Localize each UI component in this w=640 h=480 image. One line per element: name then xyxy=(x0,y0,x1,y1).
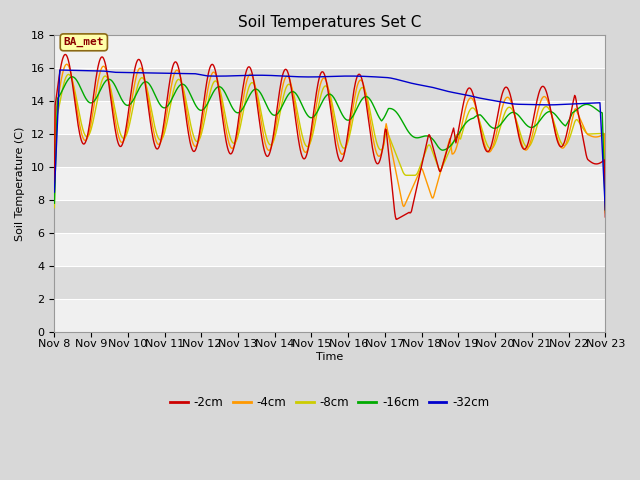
Bar xyxy=(54,299,605,332)
-32cm xyxy=(174,71,182,76)
-4cm xyxy=(174,68,182,73)
-4cm xyxy=(61,64,68,70)
Line: -2cm: -2cm xyxy=(54,54,605,219)
-4cm xyxy=(203,92,211,97)
-4cm xyxy=(602,197,609,203)
-32cm xyxy=(413,82,421,87)
-8cm xyxy=(203,105,211,111)
Legend: -2cm, -4cm, -8cm, -16cm, -32cm: -2cm, -4cm, -8cm, -16cm, -32cm xyxy=(166,391,494,413)
-32cm xyxy=(203,73,211,79)
-2cm xyxy=(118,143,125,148)
Line: -4cm: -4cm xyxy=(54,64,605,206)
-8cm xyxy=(65,72,72,77)
Y-axis label: Soil Temperature (C): Soil Temperature (C) xyxy=(15,126,25,240)
Bar xyxy=(54,68,605,101)
-2cm xyxy=(174,62,182,68)
-2cm xyxy=(61,52,68,58)
-32cm xyxy=(602,207,609,213)
Bar xyxy=(54,266,605,299)
-32cm xyxy=(51,189,58,195)
-2cm xyxy=(61,51,69,57)
-8cm xyxy=(174,77,182,83)
Bar xyxy=(54,101,605,134)
-2cm xyxy=(399,213,406,219)
-32cm xyxy=(61,67,69,73)
Line: -8cm: -8cm xyxy=(54,74,605,213)
-8cm xyxy=(51,205,58,211)
-32cm xyxy=(56,67,63,73)
-4cm xyxy=(400,204,408,209)
Bar xyxy=(54,200,605,233)
-16cm xyxy=(602,207,609,213)
-2cm xyxy=(51,180,58,186)
-16cm xyxy=(397,117,405,123)
-16cm xyxy=(413,135,421,141)
-4cm xyxy=(415,172,422,178)
-16cm xyxy=(51,200,58,206)
Title: Soil Temperatures Set C: Soil Temperatures Set C xyxy=(238,15,422,30)
-4cm xyxy=(63,61,70,67)
-8cm xyxy=(118,134,125,140)
-16cm xyxy=(61,84,68,89)
Bar xyxy=(54,167,605,200)
-8cm xyxy=(61,79,68,84)
Bar xyxy=(54,134,605,167)
-2cm xyxy=(392,216,400,222)
-2cm xyxy=(415,178,422,183)
-8cm xyxy=(602,210,609,216)
-16cm xyxy=(118,97,125,103)
-8cm xyxy=(413,170,421,176)
-16cm xyxy=(174,85,182,91)
Line: -16cm: -16cm xyxy=(54,77,605,210)
X-axis label: Time: Time xyxy=(316,352,344,362)
Bar xyxy=(54,36,605,68)
Bar xyxy=(54,233,605,266)
-32cm xyxy=(397,78,405,84)
Line: -32cm: -32cm xyxy=(54,70,605,210)
-4cm xyxy=(118,140,125,145)
Text: BA_met: BA_met xyxy=(63,37,104,48)
-2cm xyxy=(203,78,211,84)
-4cm xyxy=(397,196,405,202)
-16cm xyxy=(68,74,76,80)
-2cm xyxy=(602,214,609,220)
-32cm xyxy=(118,70,125,75)
-8cm xyxy=(397,166,405,171)
-4cm xyxy=(51,187,58,192)
-16cm xyxy=(203,102,211,108)
